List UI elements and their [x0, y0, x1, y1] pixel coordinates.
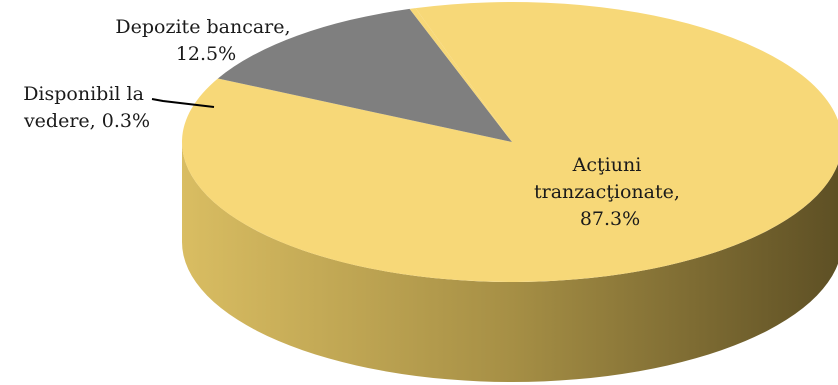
label-depozite: Depozite bancare, 12.5%: [115, 16, 296, 65]
label-actiuni: Acţiuni tranzacţionate, 87.3%: [534, 154, 686, 230]
slice-disponibil: [409, 8, 512, 142]
slice-actiuni: [182, 2, 838, 282]
leader-line: [151, 98, 215, 108]
label-disponibil: Disponibil la vedere, 0.3%: [23, 83, 150, 132]
slice-depozite: [217, 8, 512, 143]
pie-side-wall: [182, 142, 838, 382]
